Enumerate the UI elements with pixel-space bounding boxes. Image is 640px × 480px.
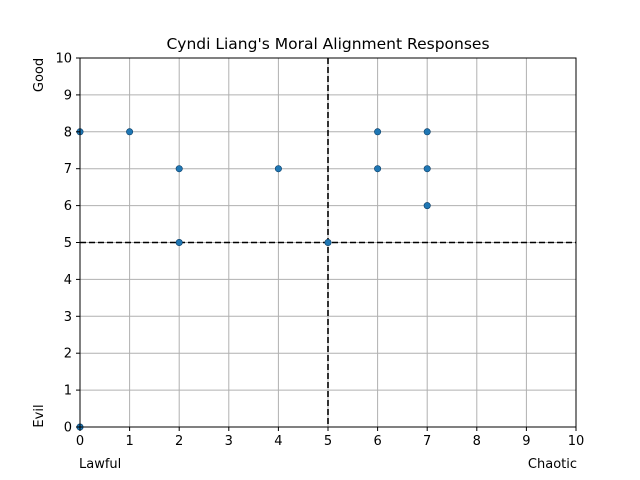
data-points — [76, 128, 431, 431]
data-point — [175, 239, 183, 247]
data-point — [274, 165, 282, 173]
data-point — [374, 128, 382, 136]
x-tick-label: 5 — [324, 434, 332, 449]
x-axis-label-lawful: Lawful — [79, 457, 121, 472]
data-point — [175, 165, 183, 173]
y-tick-label: 3 — [64, 310, 72, 325]
x-tick-label: 0 — [76, 434, 84, 449]
x-tick-label: 4 — [274, 434, 282, 449]
y-tick-label: 6 — [64, 199, 72, 214]
y-axis-label-evil: Evil — [32, 404, 47, 427]
y-axis-label-good: Good — [32, 58, 47, 92]
y-tick-label: 2 — [64, 347, 72, 362]
data-point — [423, 202, 431, 210]
y-tick-label: 0 — [64, 421, 72, 436]
x-tick-label: 9 — [522, 434, 530, 449]
x-axis-label-chaotic: Chaotic — [528, 457, 577, 472]
x-tick-label: 2 — [175, 434, 183, 449]
data-point — [423, 128, 431, 136]
x-tick-label: 1 — [125, 434, 133, 449]
axis-ticks: 0 1 2 3 4 5 6 7 8 9 10 0 1 2 3 4 5 6 7 8 9 10 — [55, 52, 584, 450]
data-point — [126, 128, 134, 136]
y-tick-label: 4 — [64, 273, 72, 288]
x-tick-label: 6 — [373, 434, 381, 449]
x-tick-label: 10 — [568, 434, 585, 449]
y-tick-label: 5 — [64, 236, 72, 251]
chart-title: Cyndi Liang's Moral Alignment Responses — [166, 35, 489, 53]
y-tick-label: 7 — [64, 162, 72, 177]
y-tick-label: 9 — [64, 88, 72, 103]
data-point — [374, 165, 382, 173]
y-tick-label: 1 — [64, 384, 72, 399]
x-tick-label: 3 — [225, 434, 233, 449]
y-tick-label: 8 — [64, 125, 72, 140]
x-tick-label: 8 — [473, 434, 481, 449]
data-point — [324, 239, 332, 247]
y-tick-label: 10 — [55, 52, 72, 67]
data-point — [423, 165, 431, 173]
x-tick-label: 7 — [423, 434, 431, 449]
